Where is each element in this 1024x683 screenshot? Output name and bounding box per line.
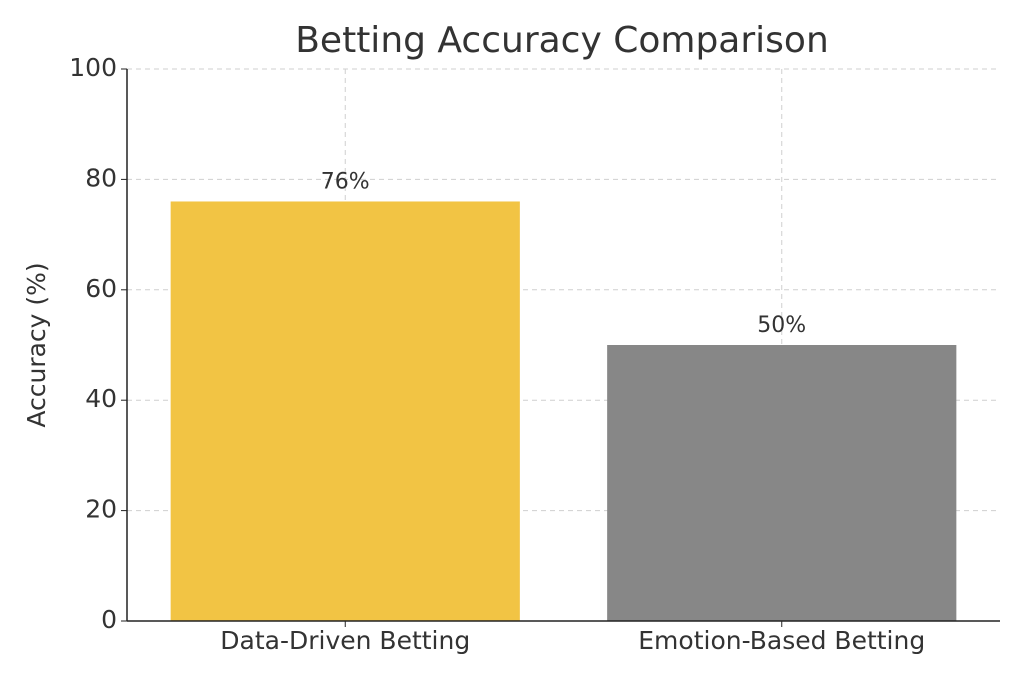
y-tick-label: 60 [85,274,117,303]
bar [170,201,520,622]
y-tick-label: 80 [85,163,117,192]
y-axis-label: Accuracy (%) [22,262,51,427]
x-tick-label: Emotion-Based Betting [638,626,925,655]
y-tick-label: 0 [101,605,117,634]
value-label: 76% [321,169,370,194]
bar [607,345,957,621]
chart-title: Betting Accuracy Comparison [295,20,829,61]
value-label: 50% [757,313,806,338]
x-tick-label: Data-Driven Betting [220,626,470,655]
y-tick-label: 40 [85,384,117,413]
y-tick-label: 100 [69,53,117,82]
y-tick-label: 20 [85,495,117,524]
